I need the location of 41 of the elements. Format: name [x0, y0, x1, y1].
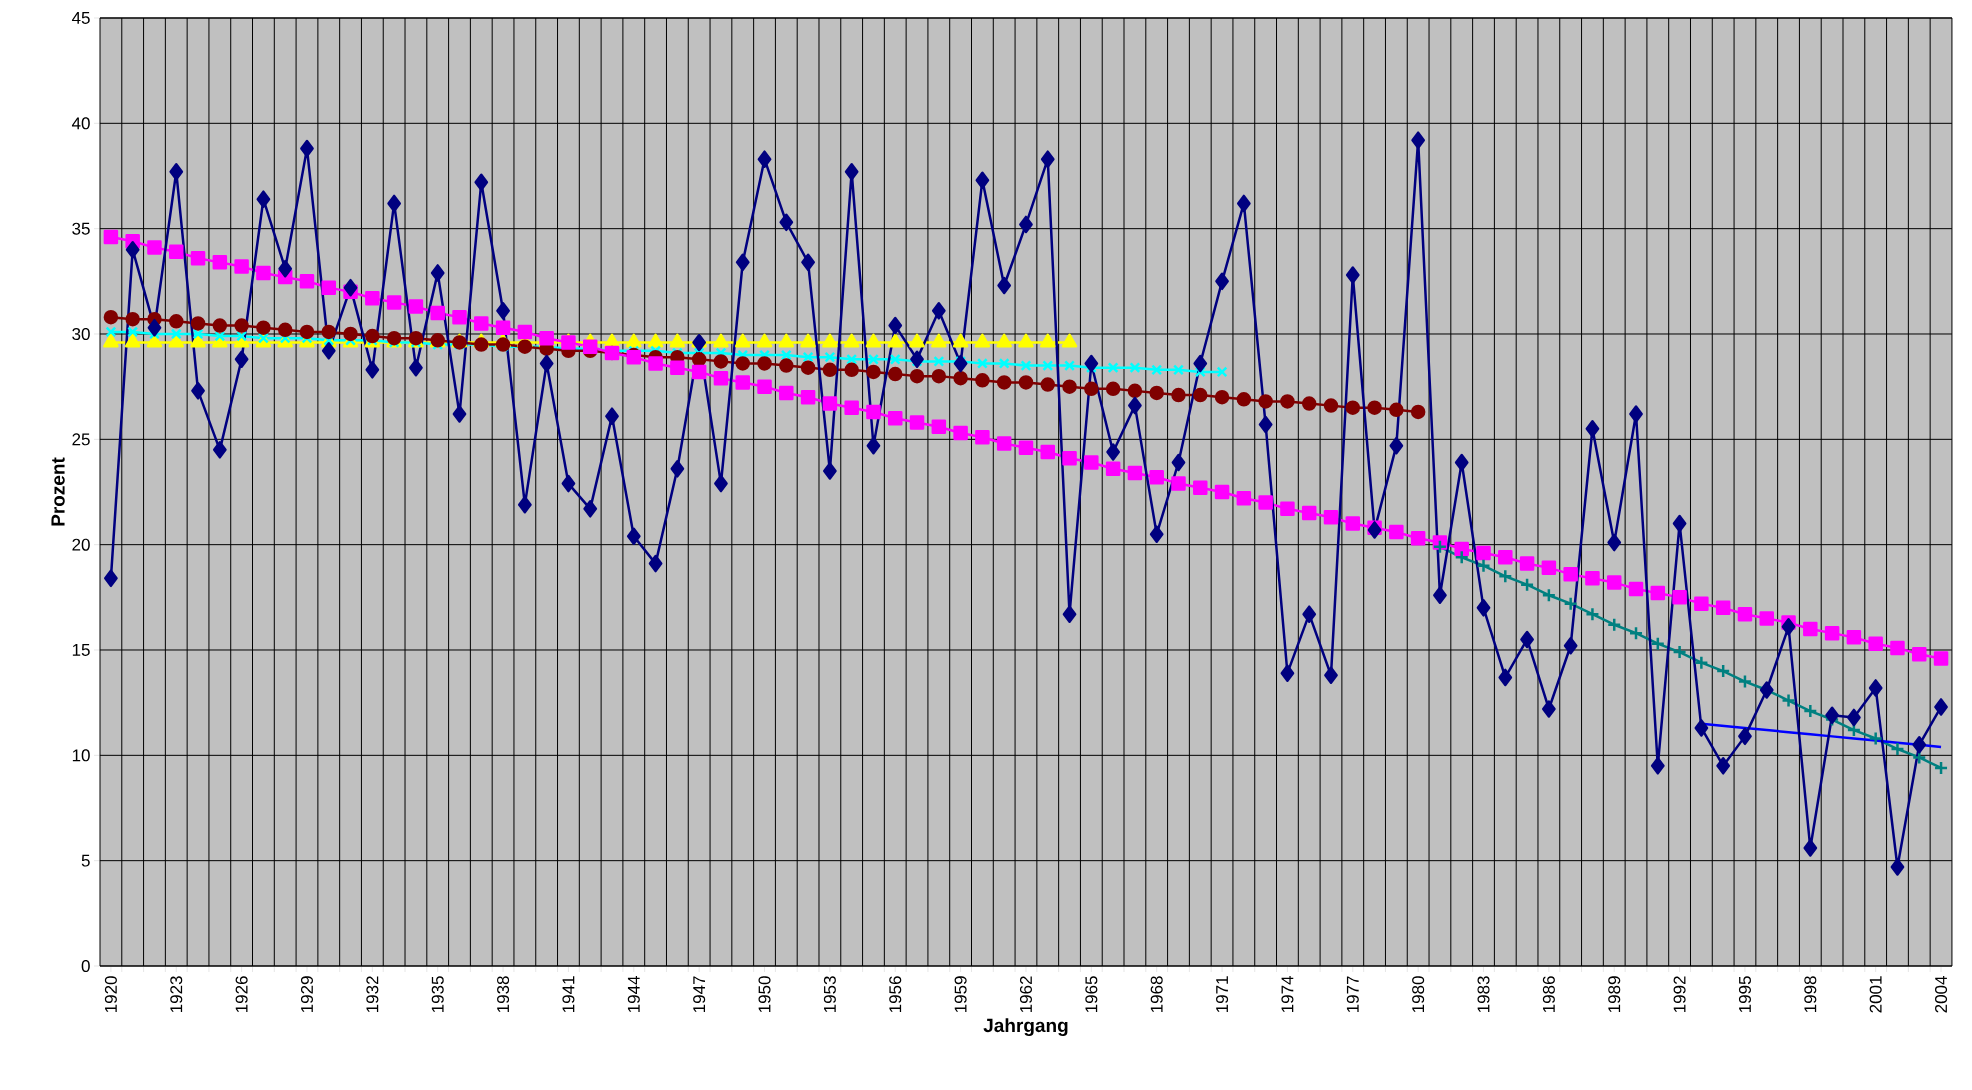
x-tick-label: 2001	[1869, 976, 1882, 1013]
x-tick-label: 2004	[1935, 976, 1948, 1013]
y-tick-label: 40	[71, 117, 90, 130]
x-tick-label: 1989	[1608, 976, 1621, 1013]
y-tick-label: 10	[72, 749, 90, 762]
x-tick-label: 1965	[1085, 976, 1098, 1013]
x-tick-label: 1920	[104, 976, 117, 1013]
x-axis-title: Jahrgang	[983, 1018, 1068, 1036]
x-tick-label: 1923	[170, 976, 183, 1013]
x-tick-label: 1977	[1346, 976, 1359, 1013]
x-tick-label: 1941	[562, 976, 575, 1013]
y-tick-label: 45	[71, 12, 90, 24]
x-tick-label: 1950	[758, 976, 771, 1013]
y-axis-title: Prozent	[51, 457, 65, 526]
y-tick-label: 35	[72, 222, 90, 235]
x-tick-label: 1926	[235, 976, 248, 1013]
x-tick-label: 1938	[497, 976, 510, 1013]
x-tick-label: 1983	[1477, 976, 1490, 1013]
y-tick-label: 30	[72, 327, 90, 341]
x-tick-label: 1974	[1281, 976, 1294, 1013]
y-tick-label: 15	[72, 644, 90, 656]
x-tick-label: 1986	[1542, 976, 1555, 1013]
x-tick-label: 1980	[1412, 976, 1425, 1013]
x-tick-label: 1968	[1150, 976, 1163, 1013]
x-tick-label: 1971	[1216, 976, 1229, 1013]
x-tick-label: 1959	[954, 976, 967, 1013]
y-tick-label: 20	[72, 538, 90, 551]
y-tick-label: 25	[72, 433, 90, 446]
x-tick-label: 1929	[300, 976, 314, 1013]
x-tick-label: 1962	[1019, 976, 1032, 1013]
x-tick-label: 1944	[627, 976, 640, 1013]
x-tick-label: 1953	[823, 976, 836, 1013]
y-tick-label: 0	[81, 959, 90, 973]
x-tick-label: 1935	[431, 976, 444, 1013]
x-tick-label: 1947	[693, 976, 706, 1013]
x-tick-label: 1932	[366, 976, 379, 1013]
x-tick-label: 1956	[889, 976, 902, 1013]
x-tick-label: 1992	[1673, 976, 1686, 1013]
x-tick-label: 1995	[1738, 976, 1751, 1013]
y-tick-label: 5	[81, 854, 90, 867]
x-tick-label: 1998	[1804, 976, 1817, 1013]
